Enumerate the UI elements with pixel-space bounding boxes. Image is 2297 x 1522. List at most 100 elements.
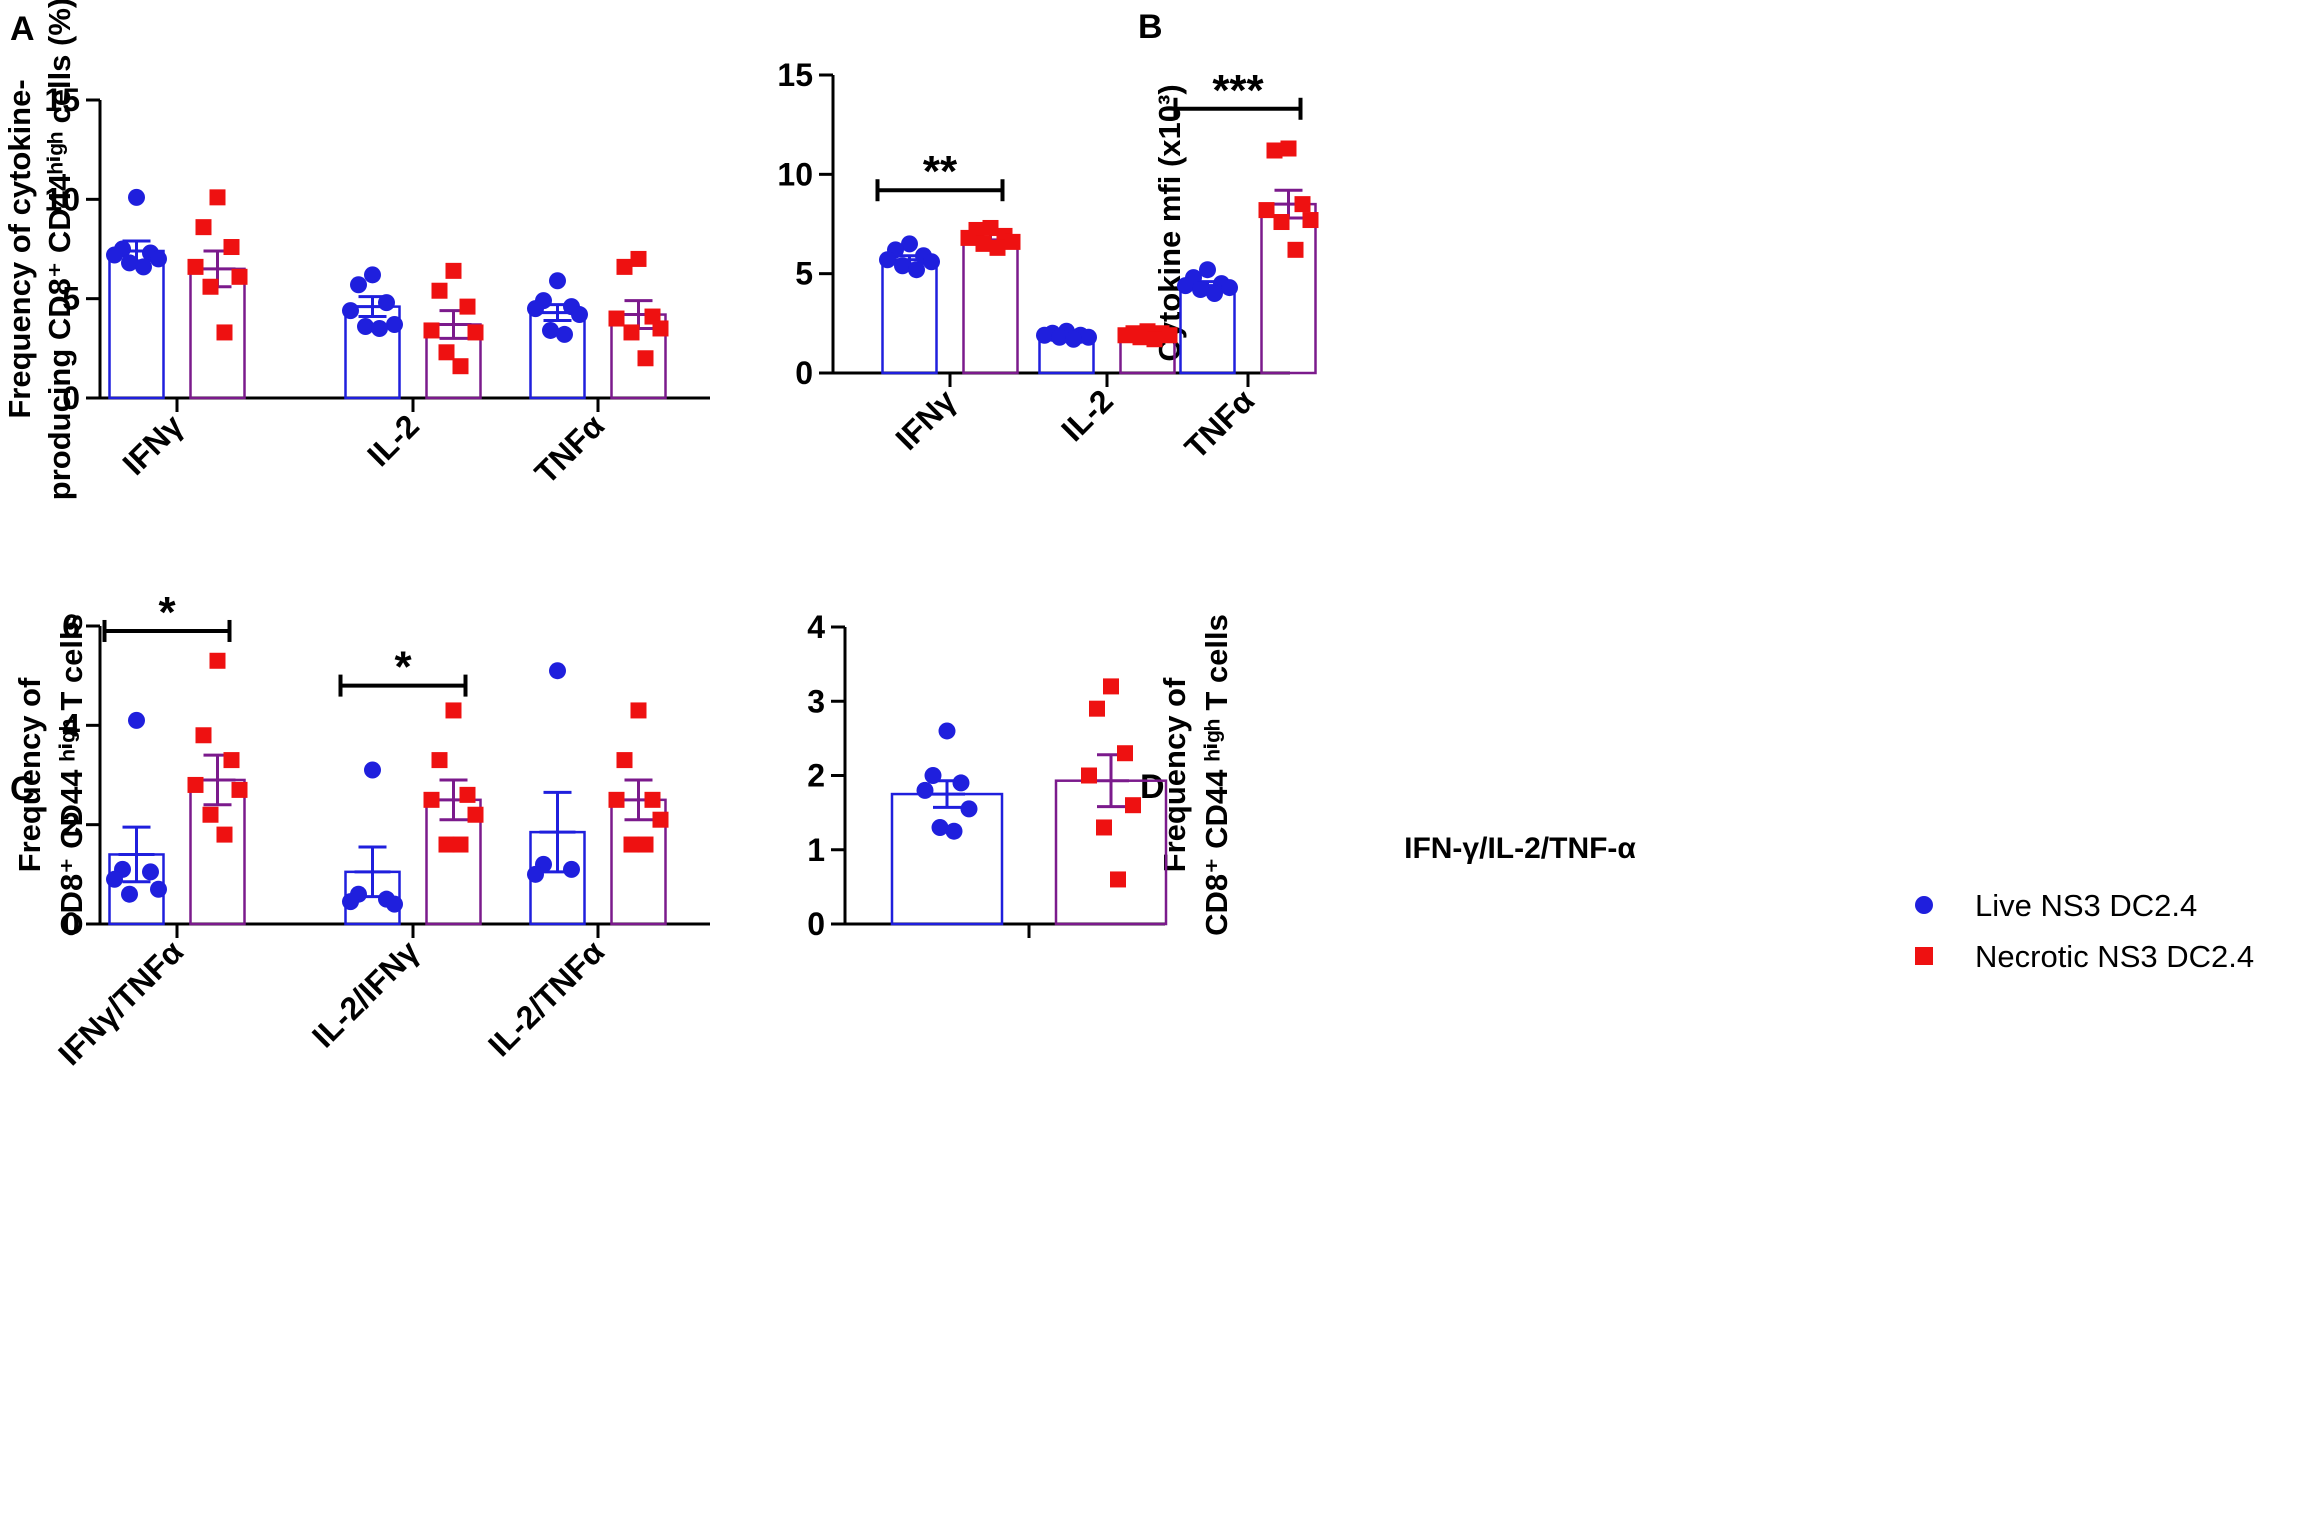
data-point-necrotic: [1266, 142, 1283, 159]
data-point-necrotic: [231, 781, 248, 798]
panel-d-title: IFN-γ/IL-2/TNF-α: [1404, 832, 1636, 865]
data-point-live: [1221, 279, 1238, 297]
data-point-necrotic: [608, 310, 625, 327]
data-point-necrotic: [623, 836, 640, 853]
data-point-necrotic: [1258, 202, 1275, 219]
panel-c-chart: C 0 2 4 6 Frequency of CD8⁺ CD44 ʰⁱᵍʰ T cells…: [10, 588, 710, 1072]
data-point-necrotic: [431, 752, 448, 769]
data-point-live: [1177, 277, 1194, 295]
y-tick-label: 5: [795, 256, 813, 292]
data-point-live: [556, 325, 573, 343]
data-point-live: [571, 306, 588, 324]
data-point-necrotic: [223, 239, 240, 256]
significance-label: **: [923, 147, 958, 196]
data-point-live: [879, 251, 896, 269]
data-point-necrotic: [423, 322, 440, 339]
data-point-necrotic: [445, 702, 462, 719]
data-point-necrotic: [223, 752, 240, 769]
data-point-necrotic: [459, 298, 476, 315]
data-point-live: [1080, 328, 1097, 346]
data-point-live: [342, 302, 359, 320]
legend-live-label: Live NS3 DC2.4: [1975, 888, 2197, 923]
data-point-necrotic: [467, 324, 484, 341]
x-category-label: TNFα: [528, 407, 612, 491]
y-axis-label: Frequency of cytokine-: [2, 79, 37, 418]
data-point-necrotic: [209, 189, 226, 206]
data-point-necrotic: [216, 324, 233, 341]
y-tick-label: 0: [62, 906, 80, 942]
data-point-live: [901, 235, 918, 253]
y-tick-label: 2: [807, 758, 825, 794]
x-category-label: IFNγ/TNFα: [51, 933, 190, 1072]
data-point-necrotic: [452, 836, 469, 853]
data-point-necrotic: [187, 258, 204, 275]
data-point-necrotic: [652, 811, 669, 828]
data-point-live: [945, 822, 963, 840]
data-point-live: [894, 257, 911, 275]
data-point-live: [527, 300, 544, 318]
data-point-necrotic: [960, 229, 977, 246]
data-point-live: [923, 253, 940, 271]
data-point-necrotic: [202, 278, 219, 295]
data-point-live: [1065, 330, 1082, 348]
data-point-necrotic: [1117, 327, 1134, 344]
data-point-necrotic: [423, 791, 440, 808]
data-point-necrotic: [975, 235, 992, 252]
y-tick-label: 0: [62, 380, 80, 416]
panel-d-letter: D: [1140, 768, 1165, 806]
data-point-live: [386, 315, 403, 333]
data-point-live: [128, 711, 145, 729]
data-point-necrotic: [195, 219, 212, 236]
data-point-live: [135, 258, 152, 276]
data-point-necrotic: [616, 258, 633, 275]
data-point-necrotic: [623, 324, 640, 341]
data-point-necrotic: [202, 806, 219, 823]
data-point-live: [1192, 281, 1209, 299]
y-tick-label: 0: [795, 355, 813, 391]
panel-d-chart: D IFN-γ/IL-2/TNF-α 0 1 2 3 4 Frequency of CD8⁺…: [807, 609, 1636, 942]
data-point-necrotic: [216, 826, 233, 843]
data-point-live: [908, 261, 925, 279]
data-point-necrotic: [637, 350, 654, 367]
data-point-necrotic: [1081, 767, 1097, 784]
data-point-live: [128, 188, 145, 206]
y-tick-label: 3: [807, 683, 825, 719]
y-tick-label: 15: [44, 82, 80, 118]
y-tick-label: 5: [62, 281, 80, 317]
data-point-necrotic: [1004, 233, 1021, 250]
data-point-live: [371, 319, 388, 337]
data-point-live: [378, 294, 395, 312]
data-point-necrotic: [989, 239, 1006, 256]
data-point-live: [1051, 328, 1068, 346]
panel-a-letter: A: [10, 10, 35, 48]
data-point-live: [121, 254, 138, 272]
y-axis-label: Frequency of: [12, 677, 47, 872]
data-point-live: [960, 800, 978, 818]
x-category-label: IL-2/TNFα: [481, 933, 611, 1063]
x-category-label: IFNγ: [888, 382, 963, 457]
data-point-live: [106, 246, 123, 264]
data-point-necrotic: [467, 806, 484, 823]
data-point-necrotic: [644, 791, 661, 808]
data-point-necrotic: [1110, 871, 1126, 888]
data-point-necrotic: [431, 282, 448, 299]
data-point-live: [364, 266, 381, 284]
y-tick-label: 4: [807, 609, 825, 645]
data-point-necrotic: [608, 791, 625, 808]
data-point-necrotic: [1103, 678, 1119, 695]
y-tick-label: 10: [777, 156, 813, 192]
data-point-necrotic: [1125, 797, 1141, 814]
data-point-live: [106, 870, 123, 888]
y-tick-label: 4: [62, 707, 80, 743]
bar: [108, 249, 165, 400]
data-point-necrotic: [630, 702, 647, 719]
data-point-necrotic: [1294, 196, 1311, 213]
data-point-necrotic: [652, 320, 669, 337]
y-tick-label: 15: [777, 57, 813, 93]
significance-label: *: [158, 588, 176, 637]
data-point-live: [563, 860, 580, 878]
significance-label: ***: [1212, 66, 1264, 115]
y-tick-label: 10: [44, 181, 80, 217]
